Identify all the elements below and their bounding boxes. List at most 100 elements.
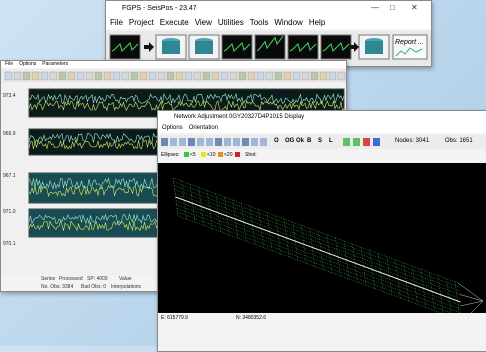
tool-button[interactable] [40, 71, 49, 81]
menu-item[interactable]: Utilities [217, 18, 244, 27]
network-window: Network Adjustment 0GY20327D4P1015 Displ… [157, 110, 486, 352]
tool-button[interactable] [337, 71, 346, 81]
obs-count: Obs: 1651 [445, 138, 473, 144]
menu-item[interactable]: Tools [249, 18, 269, 27]
tool-button[interactable]: O [274, 138, 279, 144]
tool-button[interactable] [121, 71, 130, 81]
tool-button[interactable] [139, 71, 148, 81]
tool-button[interactable] [211, 71, 220, 81]
tool-button[interactable] [220, 71, 229, 81]
legend: Ellipses: <5 <10 <20 Shot: [158, 151, 486, 161]
tool-button[interactable] [301, 71, 310, 81]
menu-item[interactable]: File [110, 18, 123, 27]
tool-button[interactable] [254, 34, 286, 60]
tool-button[interactable] [283, 71, 292, 81]
tool-button[interactable] [58, 71, 67, 81]
menu-item[interactable]: File [5, 61, 14, 67]
tool-button[interactable] [13, 71, 22, 81]
menu-item[interactable]: Options [19, 61, 37, 67]
tool-button[interactable] [179, 138, 186, 146]
tool-button[interactable] [202, 71, 211, 81]
tool-button[interactable] [184, 71, 193, 81]
tool-button[interactable] [130, 71, 139, 81]
tool-button[interactable] [76, 71, 85, 81]
icon [322, 42, 350, 52]
tool-button[interactable] [292, 71, 301, 81]
menu-item[interactable]: Orientation [188, 125, 219, 131]
tool-button[interactable] [256, 71, 265, 81]
tool-button[interactable] [247, 71, 256, 81]
tool-button[interactable] [94, 71, 103, 81]
legend-label: <20 [224, 152, 233, 158]
tool-button[interactable] [193, 71, 202, 81]
tool-button[interactable] [251, 138, 258, 146]
tool-button[interactable] [392, 34, 428, 60]
tool-button[interactable] [170, 138, 177, 146]
window-title: FGPS - SeisPos - 23.47 [106, 1, 431, 17]
menu-item[interactable]: Project [128, 18, 154, 27]
network-line [173, 181, 459, 288]
tool-button[interactable] [148, 71, 157, 81]
tool-button[interactable] [274, 71, 283, 81]
tool-button[interactable]: OG [285, 138, 295, 144]
tool-button[interactable] [265, 71, 274, 81]
tool-button[interactable] [175, 71, 184, 81]
tool-button[interactable] [373, 138, 380, 146]
tool-button[interactable] [157, 71, 166, 81]
tool-button[interactable] [238, 71, 247, 81]
legend-swatch [235, 152, 240, 157]
status-text: Value [119, 276, 132, 282]
tool-button[interactable] [4, 71, 13, 81]
report-button[interactable]: Report ... [395, 39, 424, 46]
tool-button[interactable] [67, 71, 76, 81]
tool-button[interactable] [103, 71, 112, 81]
tool-button[interactable] [260, 138, 267, 146]
tool-button[interactable] [112, 71, 121, 81]
status-text: SP: 4003 [87, 276, 108, 282]
tool-button[interactable] [363, 138, 370, 146]
menu-item[interactable]: Options [162, 125, 183, 131]
tool-button[interactable] [343, 138, 350, 146]
tool-button[interactable] [224, 138, 231, 146]
network-line [176, 204, 462, 310]
tool-button[interactable] [229, 71, 238, 81]
tool-button[interactable] [310, 71, 319, 81]
tool-button[interactable] [197, 138, 204, 146]
menu-item[interactable]: Execute [159, 18, 189, 27]
tool-button[interactable]: S [318, 138, 323, 144]
trace-label: 973.4 [3, 93, 16, 99]
tool-button[interactable]: L [329, 138, 333, 144]
icon [111, 42, 139, 52]
tool-button[interactable]: Ok [296, 138, 305, 144]
minimize[interactable]: — [371, 3, 379, 12]
toolbar [1, 69, 346, 83]
menu-item[interactable]: Help [308, 18, 326, 27]
survey-line [175, 196, 461, 303]
menu-item[interactable]: Parameters [42, 61, 69, 67]
tool-button[interactable]: B [307, 138, 312, 144]
tool-button[interactable] [188, 138, 195, 146]
tool-button[interactable] [166, 71, 175, 81]
tool-button[interactable] [85, 71, 94, 81]
tool-button[interactable] [161, 138, 168, 146]
tool-button[interactable] [353, 138, 360, 146]
legend-label: <10 [207, 152, 216, 158]
tool-button[interactable] [49, 71, 58, 81]
tool-button[interactable] [233, 138, 240, 146]
tool-button[interactable] [206, 138, 213, 146]
tool-button[interactable] [155, 34, 187, 60]
tool-button[interactable] [328, 71, 337, 81]
tool-button[interactable] [215, 138, 222, 146]
network-line [177, 215, 443, 313]
tool-button[interactable] [22, 71, 31, 81]
tool-button[interactable] [319, 71, 328, 81]
menu-item[interactable]: Window [274, 18, 303, 27]
trace [28, 92, 345, 105]
network-line [175, 200, 462, 307]
menu-item[interactable]: View [194, 18, 212, 27]
tool-button[interactable] [242, 138, 249, 146]
maximize[interactable]: □ [390, 3, 395, 12]
close[interactable]: ✕ [411, 3, 418, 12]
tool-button[interactable] [31, 71, 40, 81]
